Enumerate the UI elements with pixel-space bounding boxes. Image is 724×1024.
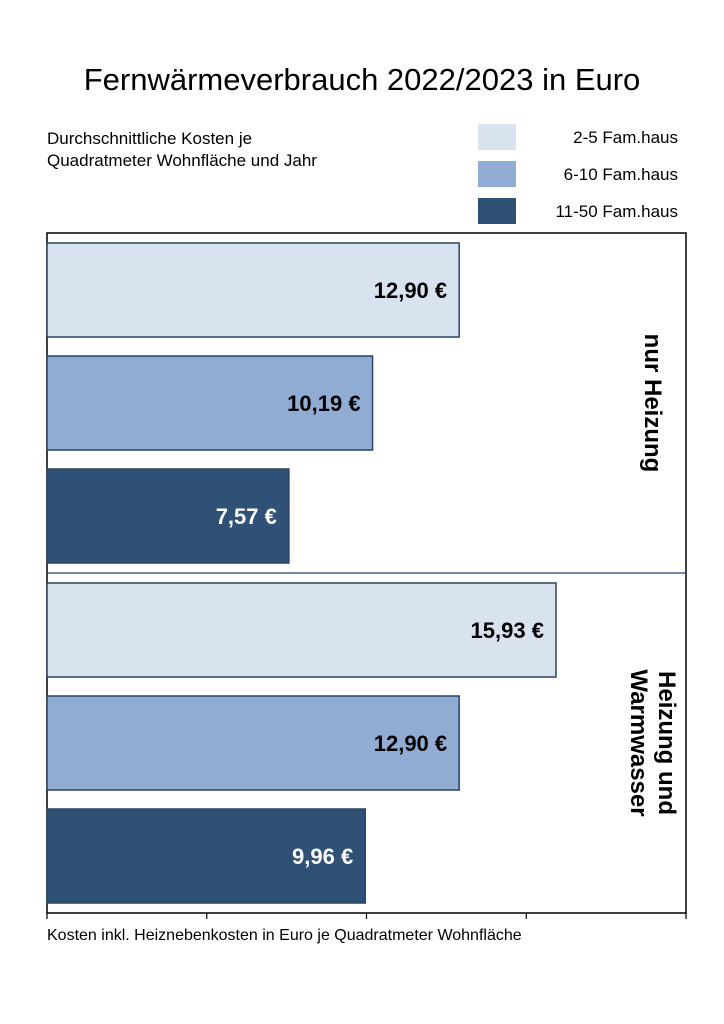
data-label: 10,19 € [287, 391, 360, 416]
group-label-line: Heizung und [653, 671, 680, 815]
group-label-line: nur Heizung [639, 334, 666, 473]
bar [46, 468, 290, 564]
x-axis-label: Kosten inkl. Heiznebenkosten in Euro je … [47, 927, 522, 944]
subtitle-line: Quadratmeter Wohnfläche und Jahr [47, 151, 317, 170]
bar [46, 355, 374, 451]
legend-swatch [478, 124, 516, 150]
group-label: nur Heizung [639, 334, 666, 473]
legend-label: 2-5 Fam.haus [573, 128, 678, 147]
legend-item: 11-50 Fam.haus [478, 198, 698, 235]
group-label: Heizung undWarmwasser [625, 669, 680, 816]
legend-swatch [478, 161, 516, 187]
bar [46, 582, 557, 678]
bar [46, 242, 460, 338]
group-label-line: Warmwasser [625, 669, 652, 816]
data-label: 9,96 € [292, 844, 353, 869]
subtitle-line: Durchschnittliche Kosten je [47, 129, 253, 148]
data-label: 7,57 € [216, 504, 277, 529]
legend-item: 6-10 Fam.haus [478, 161, 698, 198]
chart-title: Fernwärmeverbrauch 2022/2023 in Euro [83, 62, 641, 97]
chart-subtitle: Durchschnittliche Kosten je Quadratmeter… [47, 128, 317, 172]
bar [46, 808, 366, 904]
legend-swatch [478, 198, 516, 224]
legend-item: 2-5 Fam.haus [478, 124, 698, 161]
data-label: 12,90 € [374, 731, 447, 756]
legend-label: 6-10 Fam.haus [563, 165, 678, 184]
data-label: 12,90 € [374, 278, 447, 303]
legend: 2-5 Fam.haus 6-10 Fam.haus 11-50 Fam.hau… [478, 124, 698, 235]
legend-label: 11-50 Fam.haus [555, 202, 678, 221]
data-label: 15,93 € [471, 618, 544, 643]
bar [46, 695, 460, 791]
